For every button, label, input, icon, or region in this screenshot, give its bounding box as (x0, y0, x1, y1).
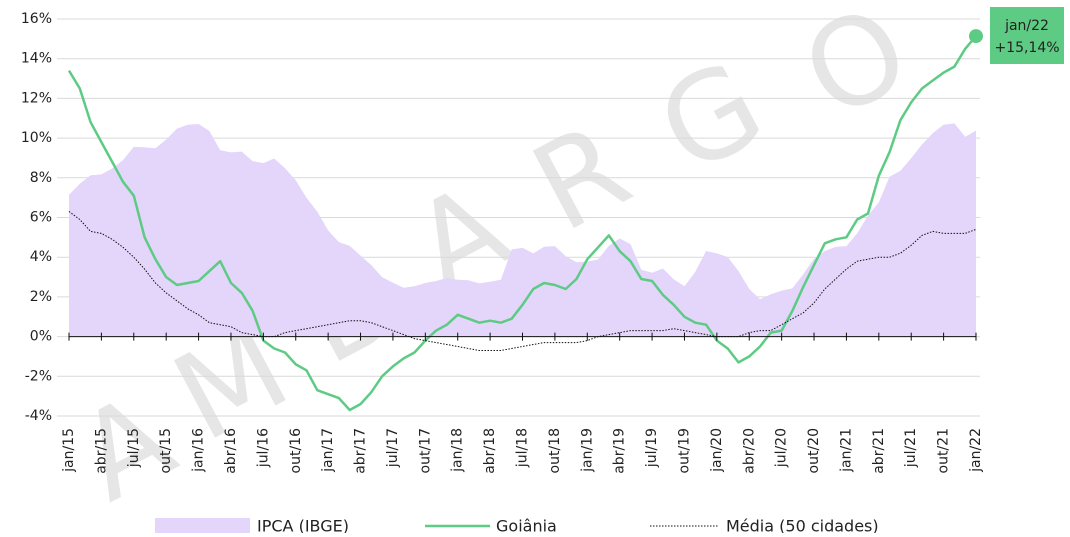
y-tick-label: -2% (25, 368, 52, 384)
watermark-letter: G (638, 35, 785, 201)
y-tick-label: 10% (21, 130, 52, 146)
y-tick-label: 8% (30, 170, 52, 186)
axis: -4% -2% 0% 2% 4% 6% 8% 10% 12% 14% 16% jan/15 abr/15… (21, 11, 984, 474)
x-tick-label: out/17 (417, 428, 433, 473)
x-tick-label: abr/20 (741, 428, 757, 474)
x-tick-label: abr/16 (223, 428, 239, 474)
x-tick-label: jul/19 (644, 428, 660, 468)
x-tick-label: abr/17 (353, 428, 369, 474)
x-tick-label: out/18 (547, 428, 563, 473)
x-tick-label: jul/15 (126, 428, 142, 468)
x-tick-label: abr/19 (612, 428, 628, 474)
x-tick-label: jan/19 (579, 428, 595, 473)
y-tick-label: 0% (30, 329, 52, 345)
x-tick-label: jan/17 (320, 428, 336, 473)
x-tick-label: out/15 (158, 428, 174, 473)
x-tick-label: jul/21 (903, 428, 919, 468)
x-tick-label: jan/15 (61, 428, 77, 473)
legend-label: Goiânia (496, 517, 557, 534)
legend-label: IPCA (IBGE) (257, 517, 349, 534)
y-tick-label: -4% (25, 408, 52, 424)
annotation-date: jan/22 (1004, 18, 1049, 34)
plot: jan/22 +15,14% (67, 7, 1064, 412)
y-tick-label: 4% (30, 249, 52, 265)
annotation-value: +15,14% (994, 40, 1059, 56)
y-tick-label: 16% (21, 11, 52, 27)
legend-label: Média (50 cidades) (726, 517, 879, 534)
x-tick-label: jul/16 (255, 428, 271, 468)
y-tick-label: 6% (30, 210, 52, 226)
x-tick-label: out/21 (936, 428, 952, 473)
line (67, 35, 977, 412)
x-tick-label: jan/18 (450, 428, 466, 473)
end-point (969, 29, 983, 44)
area (69, 123, 976, 337)
x-tick-label: jan/20 (709, 428, 725, 473)
x-tick-label: jan/21 (838, 428, 854, 473)
y-tick-label: 2% (30, 289, 52, 305)
line (68, 211, 977, 351)
x-tick-label: out/20 (806, 428, 822, 473)
x-tick-label: abr/15 (93, 428, 109, 474)
x-tick-label: jul/20 (774, 428, 790, 468)
watermark-letter: O (782, 0, 931, 147)
y-tick-label: 14% (21, 51, 52, 67)
legend: IPCA (IBGE) Goiânia Média (50 cidades) (155, 517, 879, 536)
x-tick-label: jul/18 (515, 428, 531, 468)
y-tick-label: 12% (21, 90, 52, 106)
x-tick-label: out/16 (288, 428, 304, 474)
x-tick-label: abr/21 (871, 428, 887, 474)
x-tick-label: jan/22 (968, 428, 984, 473)
x-tick-label: out/19 (676, 428, 692, 473)
legend-swatch (155, 518, 250, 533)
x-tick-label: abr/18 (482, 428, 498, 474)
annotation-box (990, 7, 1064, 64)
x-tick-label: jul/17 (385, 428, 401, 468)
x-tick-label: jan/16 (191, 428, 207, 473)
